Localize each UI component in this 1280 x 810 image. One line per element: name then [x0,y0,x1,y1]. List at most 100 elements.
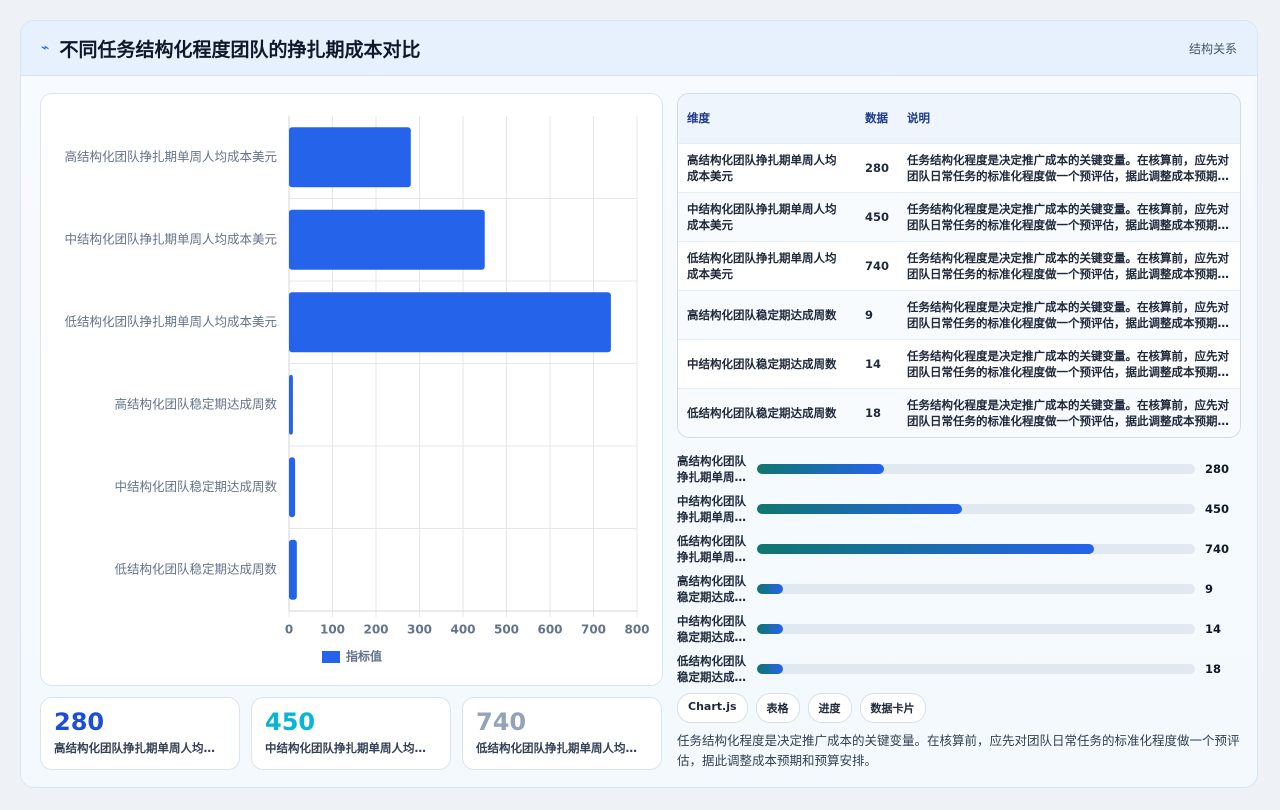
cell-dimension: 高结构化团队挣扎期单周人均成本美元 [687,152,837,183]
cell-value: 18 [856,387,899,437]
stat-card: 740 低结构化团队挣扎期单周人均成本美元 [462,697,662,770]
progress-fill [757,584,783,594]
progress-fill [757,664,783,674]
y-tick-label: 低结构化团队挣扎期单周人均成本美元 [64,314,277,329]
tag: Chart.js [677,693,748,723]
cell-dimension: 高结构化团队稳定期达成周数 [687,307,837,322]
progress-value: 18 [1205,662,1222,676]
bar [289,539,297,600]
progress-track [757,624,1195,634]
progress-track [757,464,1195,474]
cell-dimension: 低结构化团队挣扎期单周人均成本美元 [687,250,837,281]
tags: Chart.js 表格 进度 数据卡片 [677,693,926,723]
progress-row: 中结构化团队稳定期达成周数 14 [677,609,1241,649]
column-header: 说明 [898,94,1240,143]
cell: 任务结构化程度是决定推广成本的关键变量。在核算前，应先对团队日常任务的标准化程度… [898,289,1240,339]
progress-label: 低结构化团队稳定期达成周数 [677,654,746,684]
progress-label: 高结构化团队稳定期达成周数 [677,574,746,604]
tag: 表格 [755,693,800,723]
cell: 高结构化团队稳定期达成周数 [678,289,856,339]
stat-card: 450 中结构化团队挣扎期单周人均成本美元 [251,697,451,770]
progress-list: 高结构化团队挣扎期单周人均成本美元 280 中结构化团队挣扎期单周人均成本美元 450… [677,449,1241,689]
y-tick-label: 高结构化团队挣扎期单周人均成本美元 [64,149,277,164]
bar [289,374,293,435]
stat-value: 450 [265,708,316,736]
x-tick-label: 500 [494,623,519,637]
tag: 数据卡片 [859,693,926,723]
cell-dimension: 中结构化团队稳定期达成周数 [687,356,837,371]
progress-row: 高结构化团队挣扎期单周人均成本美元 280 [677,449,1241,489]
cell-note: 任务结构化程度是决定推广成本的关键变量。在核算前，应先对团队日常任务的标准化程度… [907,348,1230,379]
legend-swatch [322,651,340,663]
column-header: 数据 [856,94,899,143]
chart-panel: 0 100 200 300 400 500 600 700 800 高结构化团队挣扎期单周人均成本… [40,93,663,686]
progress-fill [757,544,1094,554]
tag: 进度 [807,693,852,723]
progress-label: 高结构化团队挣扎期单周人均成本美元 [677,454,746,484]
x-tick-label: 200 [363,623,388,637]
progress-label: 低结构化团队挣扎期单周人均成本美元 [677,534,746,564]
progress-value: 14 [1205,622,1222,636]
progress-value: 450 [1205,502,1230,516]
chart: 0 100 200 300 400 500 600 700 800 高结构化团队挣扎期单周人均成本… [64,116,650,664]
dashboard: ⌁ 不同任务结构化程度团队的挣扎期成本对比 结构关系 0 100 200 300 400 50… [20,20,1258,788]
table: 维度 数据 说明 高结构化团队挣扎期单周人均成本美元 280 任务结构化程度是决定推广成本… [677,93,1241,438]
progress-value: 280 [1205,462,1230,476]
x-tick-label: 700 [581,623,606,637]
stat-label: 高结构化团队挣扎期单周人均成本美元 [54,741,226,755]
progress-track [757,664,1195,674]
x-tick-label: 0 [285,623,293,637]
cell-value: 450 [856,191,899,241]
bar [289,457,296,518]
x-tick-label: 400 [450,623,475,637]
cell-note: 任务结构化程度是决定推广成本的关键变量。在核算前，应先对团队日常任务的标准化程度… [907,201,1230,232]
header-tag: 结构关系 [1188,41,1237,56]
cell-value: 14 [856,338,899,388]
cell-note: 任务结构化程度是决定推广成本的关键变量。在核算前，应先对团队日常任务的标准化程度… [907,152,1230,183]
cell-note: 任务结构化程度是决定推广成本的关键变量。在核算前，应先对团队日常任务的标准化程度… [907,299,1230,330]
progress-row: 低结构化团队挣扎期单周人均成本美元 740 [677,529,1241,569]
bar [289,292,611,353]
header: ⌁ 不同任务结构化程度团队的挣扎期成本对比 结构关系 [21,21,1257,76]
progress-label: 中结构化团队挣扎期单周人均成本美元 [677,494,746,524]
cell: 中结构化团队挣扎期单周人均成本美元 [678,191,856,241]
y-tick-label: 高结构化团队稳定期达成周数 [114,396,277,411]
x-tick-label: 300 [407,623,432,637]
description: 任务结构化程度是决定推广成本的关键变量。在核算前，应先对团队日常任务的标准化程度… [677,733,1240,768]
cell: 任务结构化程度是决定推广成本的关键变量。在核算前，应先对团队日常任务的标准化程度… [898,387,1240,437]
cell: 低结构化团队挣扎期单周人均成本美元 [678,240,856,290]
stat-label: 低结构化团队挣扎期单周人均成本美元 [476,741,648,755]
table-row: 高结构化团队挣扎期单周人均成本美元 280 任务结构化程度是决定推广成本的关键变量。… [678,142,1240,192]
progress-track [757,504,1195,514]
stat-value: 280 [54,708,105,736]
cell-note: 任务结构化程度是决定推广成本的关键变量。在核算前，应先对团队日常任务的标准化程度… [907,250,1230,281]
bar [289,209,485,270]
progress-row: 高结构化团队稳定期达成周数 9 [677,569,1241,609]
cell: 任务结构化程度是决定推广成本的关键变量。在核算前，应先对团队日常任务的标准化程度… [898,240,1240,290]
stat-value: 740 [476,708,527,736]
progress-fill [757,464,885,474]
x-tick-label: 100 [320,623,345,637]
x-tick-label: 600 [537,623,562,637]
table-row: 中结构化团队挣扎期单周人均成本美元 450 任务结构化程度是决定推广成本的关键变量。… [678,191,1240,241]
cell: 低结构化团队稳定期达成周数 [678,387,856,437]
progress-row: 低结构化团队稳定期达成周数 18 [677,649,1241,689]
cell-dimension: 中结构化团队挣扎期单周人均成本美元 [687,201,837,232]
cell: 高结构化团队挣扎期单周人均成本美元 [678,142,856,192]
progress-fill [757,504,962,514]
cell: 中结构化团队稳定期达成周数 [678,338,856,388]
stat-card: 280 高结构化团队挣扎期单周人均成本美元 [40,697,240,770]
progress-track [757,584,1195,594]
table-row: 低结构化团队稳定期达成周数 18 任务结构化程度是决定推广成本的关键变量。在核算前，… [678,387,1240,437]
table-row: 中结构化团队稳定期达成周数 14 任务结构化程度是决定推广成本的关键变量。在核算前，… [678,338,1240,388]
y-tick-label: 低结构化团队稳定期达成周数 [114,561,277,576]
legend-label: 指标值 [346,649,382,664]
table-row: 高结构化团队稳定期达成周数 9 任务结构化程度是决定推广成本的关键变量。在核算前，应… [678,289,1240,339]
cell: 任务结构化程度是决定推广成本的关键变量。在核算前，应先对团队日常任务的标准化程度… [898,191,1240,241]
progress-track [757,544,1195,554]
y-tick-label: 中结构化团队挣扎期单周人均成本美元 [64,231,277,246]
cell-dimension: 低结构化团队稳定期达成周数 [687,405,837,420]
stat-label: 中结构化团队挣扎期单周人均成本美元 [265,741,437,755]
progress-fill [757,624,783,634]
bar [289,127,411,188]
